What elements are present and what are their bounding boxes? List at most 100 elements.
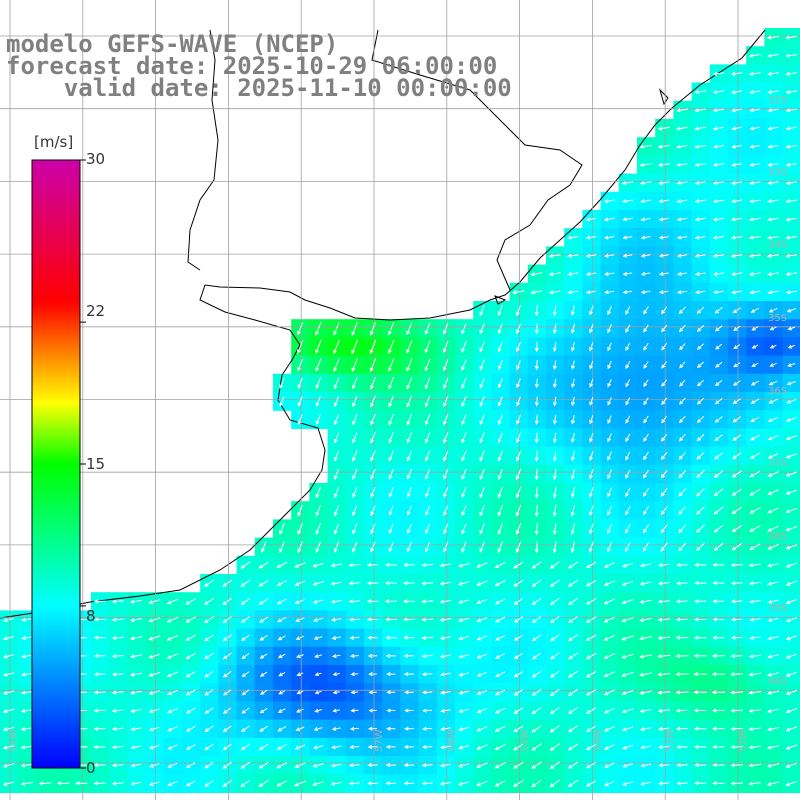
wind-vector (589, 451, 594, 462)
wind-vector (440, 727, 451, 731)
wind-vector (352, 432, 358, 444)
wind-vector (130, 690, 142, 695)
wind-vector (166, 616, 179, 623)
wind-vector (661, 343, 668, 351)
wind-vector (714, 452, 724, 460)
wind-vector (749, 108, 761, 113)
wind-vector (531, 616, 542, 624)
wind-vector (240, 725, 250, 733)
wind-vector (388, 358, 395, 373)
wind-vector (603, 598, 615, 605)
wind-vector (712, 217, 724, 222)
wind-vector (603, 726, 615, 732)
wind-vector (457, 563, 470, 568)
lagoon-outline (658, 88, 669, 106)
wind-vector (675, 617, 689, 622)
wind-vector (443, 468, 449, 480)
wind-vector (732, 307, 741, 314)
wind-vector (785, 253, 798, 258)
wind-vector (750, 416, 760, 423)
wind-vector (639, 672, 653, 677)
wind-vector (222, 779, 232, 788)
wind-vector (457, 763, 470, 768)
wind-vector (403, 562, 415, 567)
wind-vector (530, 290, 543, 295)
wind-vector (479, 504, 485, 517)
wind-vector (607, 541, 613, 553)
wind-vector (297, 396, 303, 407)
wind-vector (350, 690, 359, 695)
wind-vector (130, 745, 142, 750)
wind-vector (621, 580, 634, 586)
wind-vector (406, 340, 413, 354)
wind-vector (385, 653, 396, 658)
wind-vector (443, 523, 449, 535)
wind-vector (385, 763, 396, 768)
wind-vector (315, 321, 322, 336)
wind-vector (607, 305, 612, 316)
wind-vector (402, 617, 415, 622)
wind-vector (567, 272, 579, 277)
wind-vector (625, 451, 631, 461)
wind-vector (352, 505, 358, 517)
wind-vector (658, 563, 670, 568)
wind-vector (570, 541, 576, 554)
wind-vector (621, 690, 634, 696)
wind-vector (495, 671, 506, 677)
wind-vector (21, 672, 33, 677)
wind-vector (603, 562, 615, 568)
wind-vector (531, 670, 542, 678)
wind-vector (258, 743, 269, 751)
wind-vector (694, 617, 707, 622)
wind-vector (712, 562, 725, 567)
wind-vector (421, 654, 433, 659)
wind-vector (552, 486, 557, 499)
wind-vector (333, 358, 340, 373)
wind-vector (461, 468, 467, 480)
wind-vector (421, 635, 434, 640)
wind-vector (657, 726, 670, 731)
wind-vector (277, 616, 287, 623)
wind-vector (694, 781, 707, 786)
wind-vector (625, 324, 631, 333)
wind-vector (694, 199, 706, 204)
wind-vector (549, 779, 560, 788)
wind-vector (785, 435, 797, 441)
wind-vector (679, 379, 686, 387)
wind-vector (314, 690, 322, 695)
wind-vector (643, 379, 649, 388)
wind-vector (424, 358, 431, 372)
wind-vector (585, 598, 597, 605)
wind-vector (622, 235, 633, 240)
colorbar (31, 159, 86, 769)
wind-vector (148, 763, 160, 768)
wind-vector (785, 544, 798, 550)
wind-vector (222, 707, 232, 714)
wind-vector (729, 690, 744, 695)
wind-vector (639, 563, 652, 568)
wind-vector (351, 339, 359, 355)
wind-vector (730, 763, 743, 768)
wind-vector (148, 744, 160, 750)
wind-vector (388, 450, 394, 462)
wind-vector (130, 654, 142, 659)
wind-vector (748, 708, 762, 713)
lat-label: 38S (768, 531, 788, 542)
wind-vector (712, 744, 725, 749)
wind-vector (661, 415, 668, 424)
wind-vector (586, 780, 597, 787)
wind-vector (676, 763, 688, 768)
wind-vector (639, 654, 653, 659)
wind-vector (677, 290, 687, 295)
wind-vector (259, 671, 268, 677)
wind-vector (712, 162, 724, 167)
wind-vector (278, 690, 286, 695)
wind-vector (497, 432, 503, 444)
wind-vector (567, 616, 578, 624)
wind-vector (352, 523, 358, 535)
wind-vector (513, 561, 524, 569)
wind-vector (203, 597, 215, 605)
wind-vector (750, 307, 760, 313)
wind-vector (711, 690, 726, 695)
